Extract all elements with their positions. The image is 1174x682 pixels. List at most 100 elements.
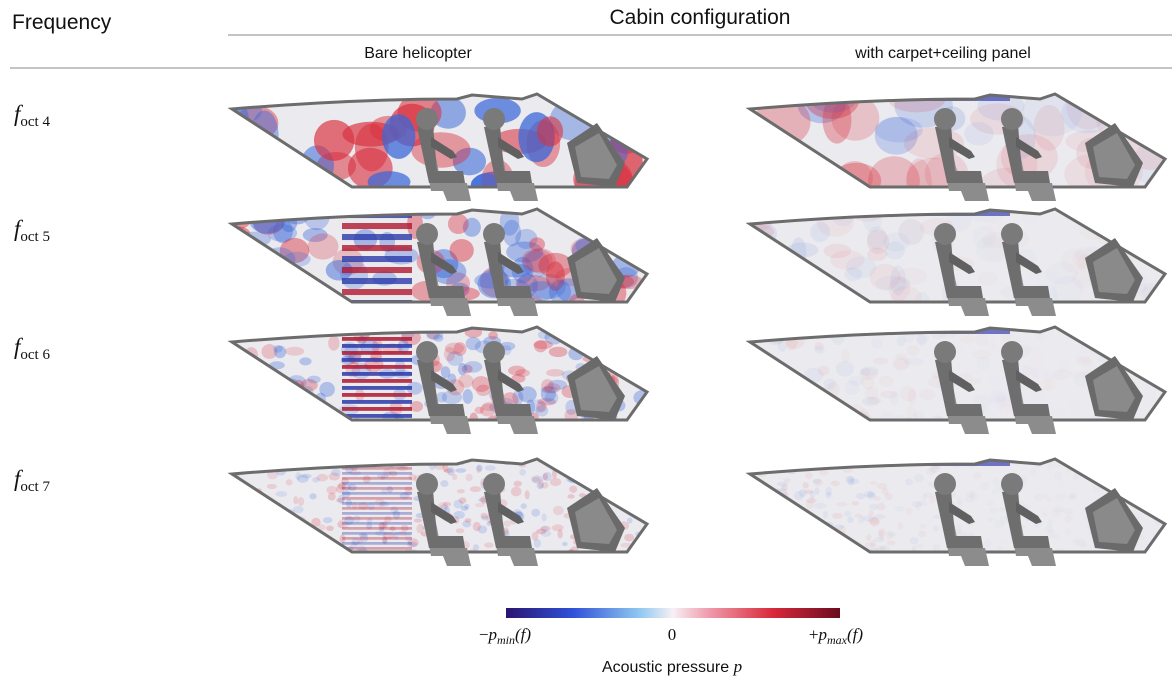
pressure-blob xyxy=(253,550,259,557)
standing-wave xyxy=(342,497,412,500)
column-header: Frequency xyxy=(12,11,112,34)
pressure-blob xyxy=(910,537,919,544)
standing-wave xyxy=(342,512,412,515)
standing-wave xyxy=(342,407,412,411)
pressure-blob xyxy=(319,382,335,397)
pressure-blob xyxy=(761,554,772,560)
pressure-blob xyxy=(260,506,271,511)
standing-wave xyxy=(342,365,412,369)
pressure-blob xyxy=(611,344,627,356)
cabin-panel xyxy=(737,79,1174,209)
pressure-blob xyxy=(322,541,331,545)
pressure-blob xyxy=(758,460,764,464)
pressure-blob xyxy=(1119,350,1128,365)
pressure-blob xyxy=(1053,369,1072,380)
pressure-blob xyxy=(241,409,255,422)
pressure-blob xyxy=(898,219,925,245)
pressure-blob xyxy=(1122,331,1135,340)
pressure-blob xyxy=(964,122,994,146)
pressure-blob xyxy=(768,543,780,549)
pressure-blob xyxy=(784,478,791,482)
pressure-blob xyxy=(759,243,774,263)
pressure-blob xyxy=(956,497,963,505)
pressure-blob xyxy=(1132,476,1141,486)
pressure-blob xyxy=(264,548,273,555)
standing-wave xyxy=(342,351,412,355)
pressure-blob xyxy=(856,493,866,500)
pressure-blob xyxy=(874,496,880,501)
pressure-blob xyxy=(629,347,638,360)
pressure-blob xyxy=(272,378,283,392)
pressure-blob xyxy=(815,503,827,509)
standing-wave xyxy=(342,245,412,251)
pressure-blob xyxy=(905,507,913,516)
pressure-blob xyxy=(804,385,817,395)
pressure-blob xyxy=(546,369,564,377)
standing-wave xyxy=(342,487,412,490)
pressure-blob xyxy=(1083,323,1098,338)
pressure-blob xyxy=(1099,459,1104,467)
standing-wave xyxy=(342,358,412,362)
pressure-blob xyxy=(476,465,482,472)
pressure-blob xyxy=(835,408,847,425)
pressure-blob xyxy=(449,239,473,262)
pressure-blob xyxy=(1048,407,1065,416)
pressure-blob xyxy=(806,498,817,503)
pressure-blob xyxy=(617,208,636,228)
standing-wave xyxy=(342,527,412,530)
pressure-blob xyxy=(810,222,830,242)
pressure-blob xyxy=(851,501,859,506)
pressure-blob xyxy=(275,491,287,497)
standing-wave xyxy=(342,267,412,273)
pressure-blob xyxy=(1097,216,1121,238)
pressure-blob xyxy=(970,491,975,499)
pressure-blob xyxy=(747,404,767,418)
pressure-blob xyxy=(1028,271,1061,288)
pressure-blob xyxy=(640,485,648,490)
pressure-blob xyxy=(757,498,766,506)
pressure-blob xyxy=(867,230,889,254)
pressure-blob xyxy=(827,548,835,557)
pressure-blob xyxy=(536,401,546,412)
pressure-blob xyxy=(766,500,773,504)
pressure-blob xyxy=(476,385,490,396)
pressure-blob xyxy=(324,542,334,549)
sign: − xyxy=(479,625,489,644)
pressure-blob xyxy=(1152,479,1160,487)
cabin-panel xyxy=(745,457,1174,566)
subscript: oct 5 xyxy=(20,229,50,245)
pressure-blob xyxy=(1130,357,1141,370)
pressure-blob xyxy=(1113,323,1130,339)
pressure-blob xyxy=(293,506,304,513)
pressure-blob xyxy=(832,406,842,416)
symbol: p xyxy=(818,625,828,644)
pressure-blob xyxy=(877,503,886,511)
pressure-blob xyxy=(836,502,847,507)
pressure-blob xyxy=(794,511,804,517)
pressure-blob xyxy=(466,337,481,350)
pressure-blob xyxy=(911,501,922,507)
pressure-blob xyxy=(999,540,1009,545)
pressure-blob xyxy=(746,549,757,558)
standing-wave xyxy=(342,542,412,545)
pressure-blob xyxy=(323,517,333,523)
pressure-blob xyxy=(232,459,239,468)
pressure-blob xyxy=(1058,478,1064,487)
pressure-blob xyxy=(745,534,756,541)
pressure-blob xyxy=(414,518,422,522)
pressure-blob xyxy=(248,546,257,554)
pressure-blob xyxy=(877,483,888,489)
standing-wave xyxy=(342,289,412,295)
pressure-blob xyxy=(847,517,854,523)
pressure-blob xyxy=(326,525,334,531)
pressure-blob xyxy=(484,542,494,548)
pressure-blob xyxy=(552,524,564,531)
pressure-blob xyxy=(824,244,852,259)
pressure-blob xyxy=(1127,349,1136,363)
pressure-blob xyxy=(1036,478,1044,483)
pressure-blob xyxy=(595,216,620,243)
pressure-blob xyxy=(987,517,993,522)
pressure-blob xyxy=(309,493,316,499)
pressure-blob xyxy=(807,553,814,561)
pressure-blob xyxy=(269,542,281,547)
